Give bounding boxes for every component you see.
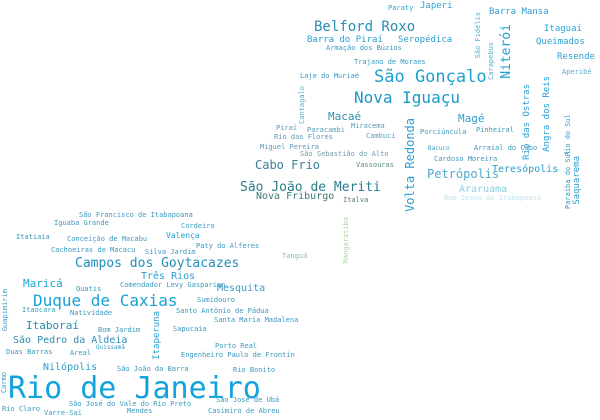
word-campos-dos-goytacazes: Campos dos Goytacazes [75, 256, 240, 271]
word-volta-redonda: Volta Redonda [403, 118, 417, 212]
word-cabo-frio: Cabo Frio [255, 158, 321, 172]
word-macae: Macaé [328, 110, 362, 123]
word-mendes: Mendes [127, 407, 153, 415]
word-cambuci: Cambuci [366, 132, 396, 140]
word-tres-rios: Três Rios [141, 271, 196, 282]
word-pirai: Piraí [276, 124, 298, 132]
word-miguel-pereira: Miguel Pereira [260, 143, 320, 151]
word-itaborai: Itaboraí [26, 319, 79, 332]
word-guapimirim: Guapimirim [1, 289, 9, 332]
word-resende: Resende [557, 52, 595, 62]
word-carapebus: Carapebus [487, 42, 495, 80]
word-trajano-de-moraes: Trajano de Moraes [354, 58, 426, 66]
word-rio-claro: Rio Claro [2, 405, 40, 413]
word-arraial-do-cabo: Arraial do Cabo [474, 144, 538, 152]
word-paraiba-do-sul: Paraíba do Sul [564, 150, 572, 210]
word-itatiaia: Itatiaia [16, 233, 50, 241]
word-sao-pedro-da-aldeia: São Pedro da Aldeia [13, 335, 128, 346]
word-quissama: Quissamã [96, 344, 125, 351]
word-itaguai: Itaguaí [544, 24, 582, 34]
word-sao-francisco-de-itabapoana: São Francisco de Itabapoana [79, 211, 193, 219]
word-itaocara: Itaocara [22, 306, 56, 314]
word-aperibe: Aperibé [562, 68, 592, 76]
word-tangua: Tanguá [282, 252, 308, 260]
word-comendador-levy-gasparian: Comendador Levy Gasparian [120, 281, 226, 289]
word-araruama: Araruama [459, 184, 508, 195]
word-seropedica: Seropédica [398, 35, 453, 45]
word-conceicao-de-macabu: Conceição de Macabu [67, 235, 148, 243]
word-santa-maria-madalena: Santa Maria Madalena [214, 316, 299, 324]
word-paraty: Paraty [388, 4, 414, 12]
word-sao-jose-de-uba: São José de Ubá [216, 396, 280, 404]
word-valenca: Valença [166, 231, 200, 240]
word-vassouras: Vassouras [356, 161, 394, 169]
word-areal: Areal [70, 349, 92, 357]
word-italva: Italva [343, 196, 369, 204]
word-sao-joao-de-meriti: São João de Meriti [240, 180, 381, 195]
word-barra-mansa: Barra Mansa [489, 7, 549, 17]
word-paty-do-alferes: Paty do Alferes [196, 242, 260, 250]
word-duas-barras: Duas Barras [6, 348, 53, 356]
word-marica: Maricá [23, 277, 63, 290]
word-duque-de-caxias: Duque de Caxias [33, 291, 178, 310]
word-silva-jardim: Silva Jardim [145, 248, 196, 256]
word-carmo: Carmo [0, 372, 8, 394]
word-rio-das-flores: Rio das Flores [274, 133, 334, 141]
word-petropolis: Petrópolis [427, 167, 500, 181]
word-miracema: Miracema [351, 122, 385, 130]
word-nova-friburgo: Nova Friburgo [256, 191, 335, 202]
word-teresopolis: Teresópolis [492, 164, 559, 175]
word-mage: Magé [458, 112, 485, 125]
word-sapucaia: Sapucaia [173, 325, 207, 333]
word-queimados: Queimados [536, 37, 585, 47]
word-iguaba-grande: Iguaba Grande [54, 219, 109, 227]
word-sao-joao-da-barra: São João da Barra [117, 365, 189, 373]
word-nilopolis: Nilópolis [43, 362, 98, 373]
word-angra-dos-reis: Angra dos Reis [542, 76, 552, 152]
word-porto-real: Porto Real [215, 342, 258, 350]
word-bom-jardim: Bom Jardim [98, 326, 141, 334]
word-porciuncula: Porciúncula [420, 128, 467, 136]
word-mesquita: Mesquita [217, 283, 266, 294]
word-natividade: Natividade [70, 309, 113, 317]
word-itaperuna: Itaperuna [152, 311, 162, 360]
word-armacao-dos-buzios: Armação dos Búzios [326, 44, 402, 52]
word-mangaratiba: Mangaratiba [342, 217, 350, 264]
word-sao-sebastiao-do-alto: São Sebastião do Alto [300, 150, 389, 158]
word-bacuco: Bacuco [428, 145, 450, 152]
word-barra-do-pirai: Barra do Piraí [307, 35, 383, 45]
word-bom-jesus-do-itabapoana: Bom Jesus do Itabapoana [444, 194, 541, 202]
word-cachoeiras-de-macacu: Cachoeiras de Macacu [51, 246, 136, 254]
word-rio-bonito: Rio Bonito [233, 366, 276, 374]
word-cordeiro: Cordeiro [181, 222, 215, 230]
word-japeri: Japeri [420, 1, 453, 11]
word-sao-goncalo: São Gonçalo [374, 67, 487, 87]
word-engenheiro-paulo-de-frontin: Engenheiro Paulo de Frontin [181, 351, 295, 359]
word-cantagalo: Cantagalo [298, 86, 306, 124]
word-sao-fidelis: São Fidélis [474, 12, 482, 59]
word-belford-roxo: Belford Roxo [314, 19, 416, 35]
word-nova-iguacu: Nova Iguaçu [354, 88, 460, 107]
word-saquarema: Saquarema [572, 156, 582, 205]
word-paracambi: Paracambi [307, 126, 345, 134]
word-santo-antonio-de-padua: Santo Antônio de Pádua [176, 307, 269, 315]
word-rio-de-janeiro: Rio de Janeiro [8, 371, 261, 406]
word-casimiro-de-abreu: Casimiro de Abreu [208, 407, 280, 415]
word-laje-do-muriae: Laje do Muriaé [300, 72, 360, 80]
word-varre-sai: Varre-Sai [44, 409, 82, 417]
word-cardoso-moreira: Cardoso Moreira [434, 155, 498, 163]
word-pinheiral: Pinheiral [476, 126, 514, 134]
word-niteroi: Niterói [499, 24, 514, 79]
word-quatis: Quatis [76, 285, 102, 293]
word-sumidouro: Sumidouro [197, 296, 235, 304]
word-sao-jose-do-vale-do-rio-preto: São José do Vale do Rio Preto [69, 400, 192, 408]
